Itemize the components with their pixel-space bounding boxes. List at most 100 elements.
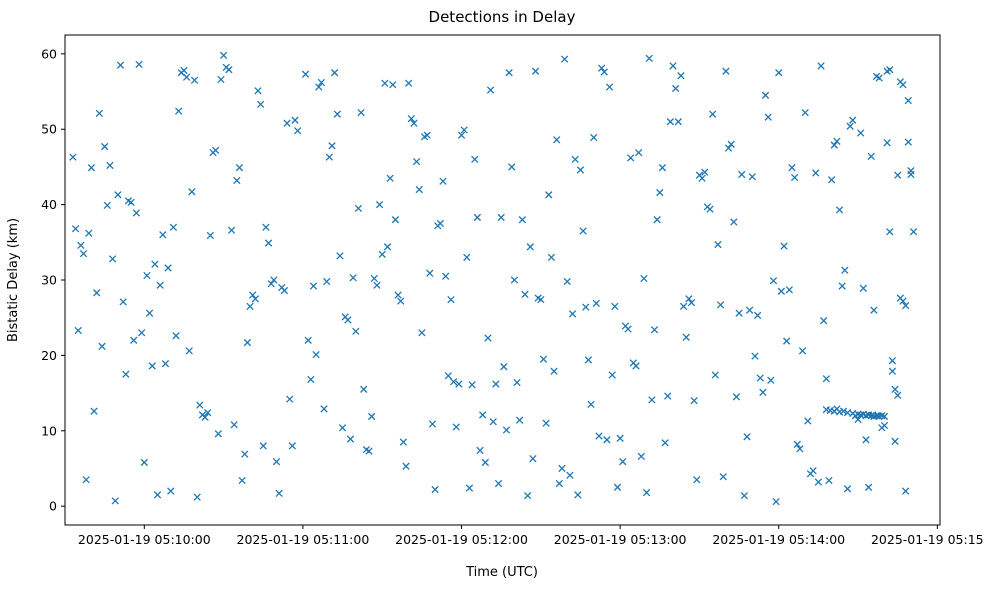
scatter-point <box>264 239 273 247</box>
x-tick-label: 2025-01-19 05:15:00 <box>871 532 985 547</box>
scatter-point <box>772 497 780 506</box>
scatter-point <box>71 225 80 233</box>
scatter-point <box>716 301 725 309</box>
scatter-point <box>727 140 735 148</box>
scatter-point <box>788 164 796 172</box>
scatter-point <box>360 385 368 393</box>
scatter-point <box>685 295 693 303</box>
scatter-point <box>98 342 106 350</box>
scatter-point <box>901 487 910 495</box>
scatter-point <box>219 51 228 60</box>
scatter-point <box>399 438 408 446</box>
axes-spines <box>64 34 941 526</box>
scatter-point <box>357 108 365 117</box>
scatter-point <box>293 127 302 135</box>
scatter-point <box>827 176 836 184</box>
scatter-point <box>735 309 743 317</box>
scatter-point <box>463 253 471 262</box>
scatter-point <box>169 223 178 231</box>
scatter-point <box>132 209 141 217</box>
scatter-point <box>529 455 537 463</box>
scatter-point <box>93 289 101 297</box>
scatter-point <box>230 421 238 429</box>
x-tick-label: 2025-01-19 05:12:00 <box>395 532 528 547</box>
scatter-point <box>185 347 193 355</box>
scatter-point <box>204 409 212 417</box>
scatter-point <box>671 84 680 93</box>
scatter-point <box>352 327 360 335</box>
scatter-point <box>344 316 352 324</box>
scatter-point <box>373 281 381 289</box>
scatter-point <box>677 72 685 80</box>
scatter-point <box>627 154 635 162</box>
scatter-point <box>481 458 489 467</box>
scatter-point <box>830 141 838 149</box>
scatter-point <box>309 282 318 290</box>
scatter-point <box>389 81 397 89</box>
scatter-point <box>333 110 341 118</box>
scatter-point <box>212 146 220 154</box>
scatter-point <box>682 333 690 341</box>
scatter-point <box>732 393 741 401</box>
scatter-point <box>888 357 897 365</box>
scatter-point <box>886 228 894 236</box>
scatter-point <box>442 272 450 280</box>
scatter-point <box>859 284 867 292</box>
scatter-point <box>452 423 460 431</box>
scatter-point <box>492 380 500 388</box>
scatter-point <box>555 479 563 488</box>
scatter-point <box>214 430 222 438</box>
scatter-point <box>590 133 598 142</box>
scatter-point <box>412 157 421 166</box>
scatter-point <box>307 375 315 384</box>
scatter-point <box>428 420 437 428</box>
scatter-point <box>468 381 476 389</box>
scatter-point <box>188 188 196 196</box>
scatter-point <box>272 458 281 466</box>
x-axis-label: Time (UTC) <box>465 565 538 580</box>
scatter-point <box>679 302 688 311</box>
scatter-point <box>619 458 627 466</box>
scatter-point <box>143 271 151 280</box>
scatter-point <box>513 378 521 387</box>
scatter-point <box>642 488 651 497</box>
scatter-point <box>740 491 749 500</box>
scatter-point <box>783 337 791 345</box>
scatter-point <box>404 79 413 87</box>
scatter-point <box>457 131 466 139</box>
y-axis-ticks: 0 10 20 30 40 50 60 <box>41 46 65 514</box>
scatter-point <box>138 329 146 337</box>
scatter-point <box>77 241 85 249</box>
x-tick-label: 2025-01-19 05:14:00 <box>712 532 845 547</box>
scatter-point <box>796 445 804 453</box>
scatter-point <box>835 206 844 214</box>
scatter-point <box>526 243 534 251</box>
scatter-point <box>69 153 77 161</box>
scatter-point <box>579 227 587 235</box>
scatter-point <box>259 442 267 450</box>
scatter-point <box>801 108 809 117</box>
scatter-point <box>714 240 722 249</box>
scatter-point <box>751 352 759 360</box>
scatter-point <box>375 200 384 209</box>
scatter-point <box>568 310 577 318</box>
scatter-point <box>283 119 291 127</box>
scatter-point <box>833 137 841 145</box>
scatter-point <box>780 242 788 250</box>
scatter-point <box>653 216 661 224</box>
scatter-point <box>904 138 912 146</box>
scatter-point <box>894 391 902 399</box>
scatter-point <box>888 367 897 375</box>
scatter-point <box>74 326 82 335</box>
scatter-point <box>280 286 289 295</box>
scatter-point <box>349 274 357 282</box>
scatter-point <box>471 155 479 164</box>
scatter-point <box>346 435 355 443</box>
scatter-point <box>455 380 463 388</box>
scatter-point <box>500 363 508 371</box>
scatter-point <box>558 464 566 473</box>
scatter-point <box>484 334 492 342</box>
scatter-point <box>367 412 376 421</box>
scatter-point <box>798 347 807 355</box>
scatter-point <box>531 67 540 75</box>
